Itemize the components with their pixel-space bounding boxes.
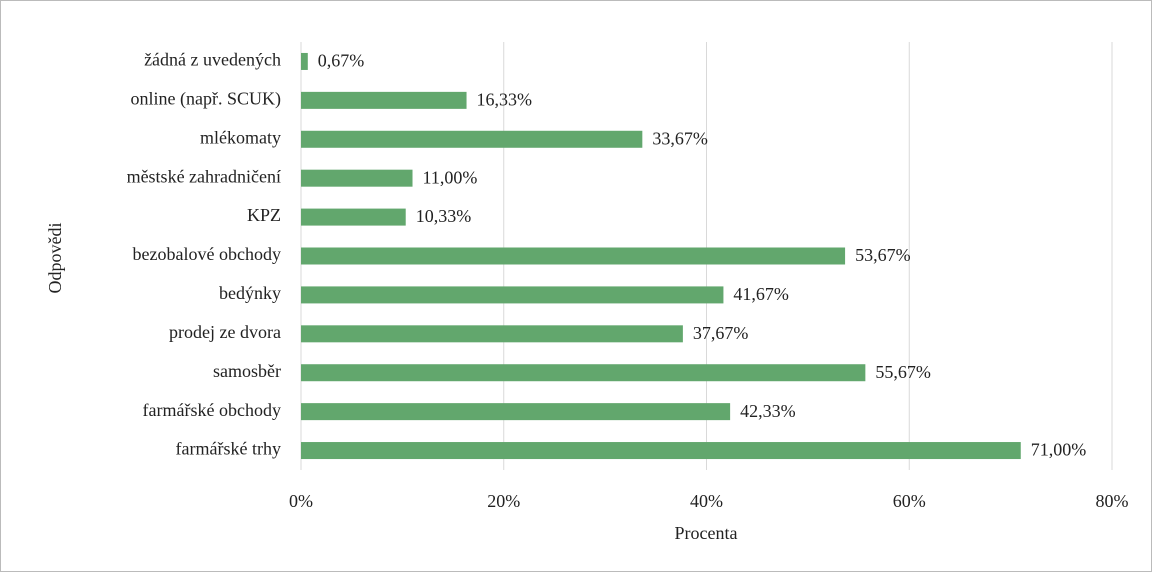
value-label: 37,67% [693,323,749,343]
bar [301,208,406,226]
bar [301,403,731,421]
bar [301,442,1021,460]
value-label: 55,67% [875,362,931,382]
value-label: 71,00% [1031,440,1087,460]
bar [301,325,683,343]
y-tick-label: farmářské obchody [143,400,281,420]
x-tick-label: 40% [690,491,723,511]
y-tick-label: bezobalové obchody [133,244,281,264]
value-label: 0,67% [318,51,365,71]
x-tick-label: 0% [289,491,313,511]
y-tick-label: prodej ze dvora [169,322,281,342]
y-tick-label: mlékomaty [200,127,281,147]
bar [301,364,866,382]
value-label: 11,00% [423,167,478,187]
bar [301,52,308,70]
bar [301,91,467,109]
bar [301,286,724,304]
value-label: 42,33% [740,401,796,421]
y-axis-label: Odpovědi [45,223,65,294]
bar [301,169,413,187]
x-axis-label: Procenta [675,523,738,543]
y-tick-label: online (např. SCUK) [131,88,281,109]
x-tick-label: 60% [893,491,926,511]
bar [301,130,643,148]
y-tick-label: KPZ [247,205,281,225]
value-label: 10,33% [416,206,472,226]
value-label: 41,67% [733,284,789,304]
bar [301,247,846,265]
y-tick-label: samosběr [213,361,281,381]
y-tick-label: žádná z uvedených [144,50,281,70]
x-tick-label: 20% [487,491,520,511]
y-tick-label: městské zahradničení [127,166,281,186]
x-tick-label: 80% [1096,491,1129,511]
value-label: 16,33% [477,89,533,109]
y-tick-label: bedýnky [219,283,281,303]
value-label: 33,67% [652,128,708,148]
value-label: 53,67% [855,245,911,265]
y-tick-label: farmářské trhy [176,439,281,459]
